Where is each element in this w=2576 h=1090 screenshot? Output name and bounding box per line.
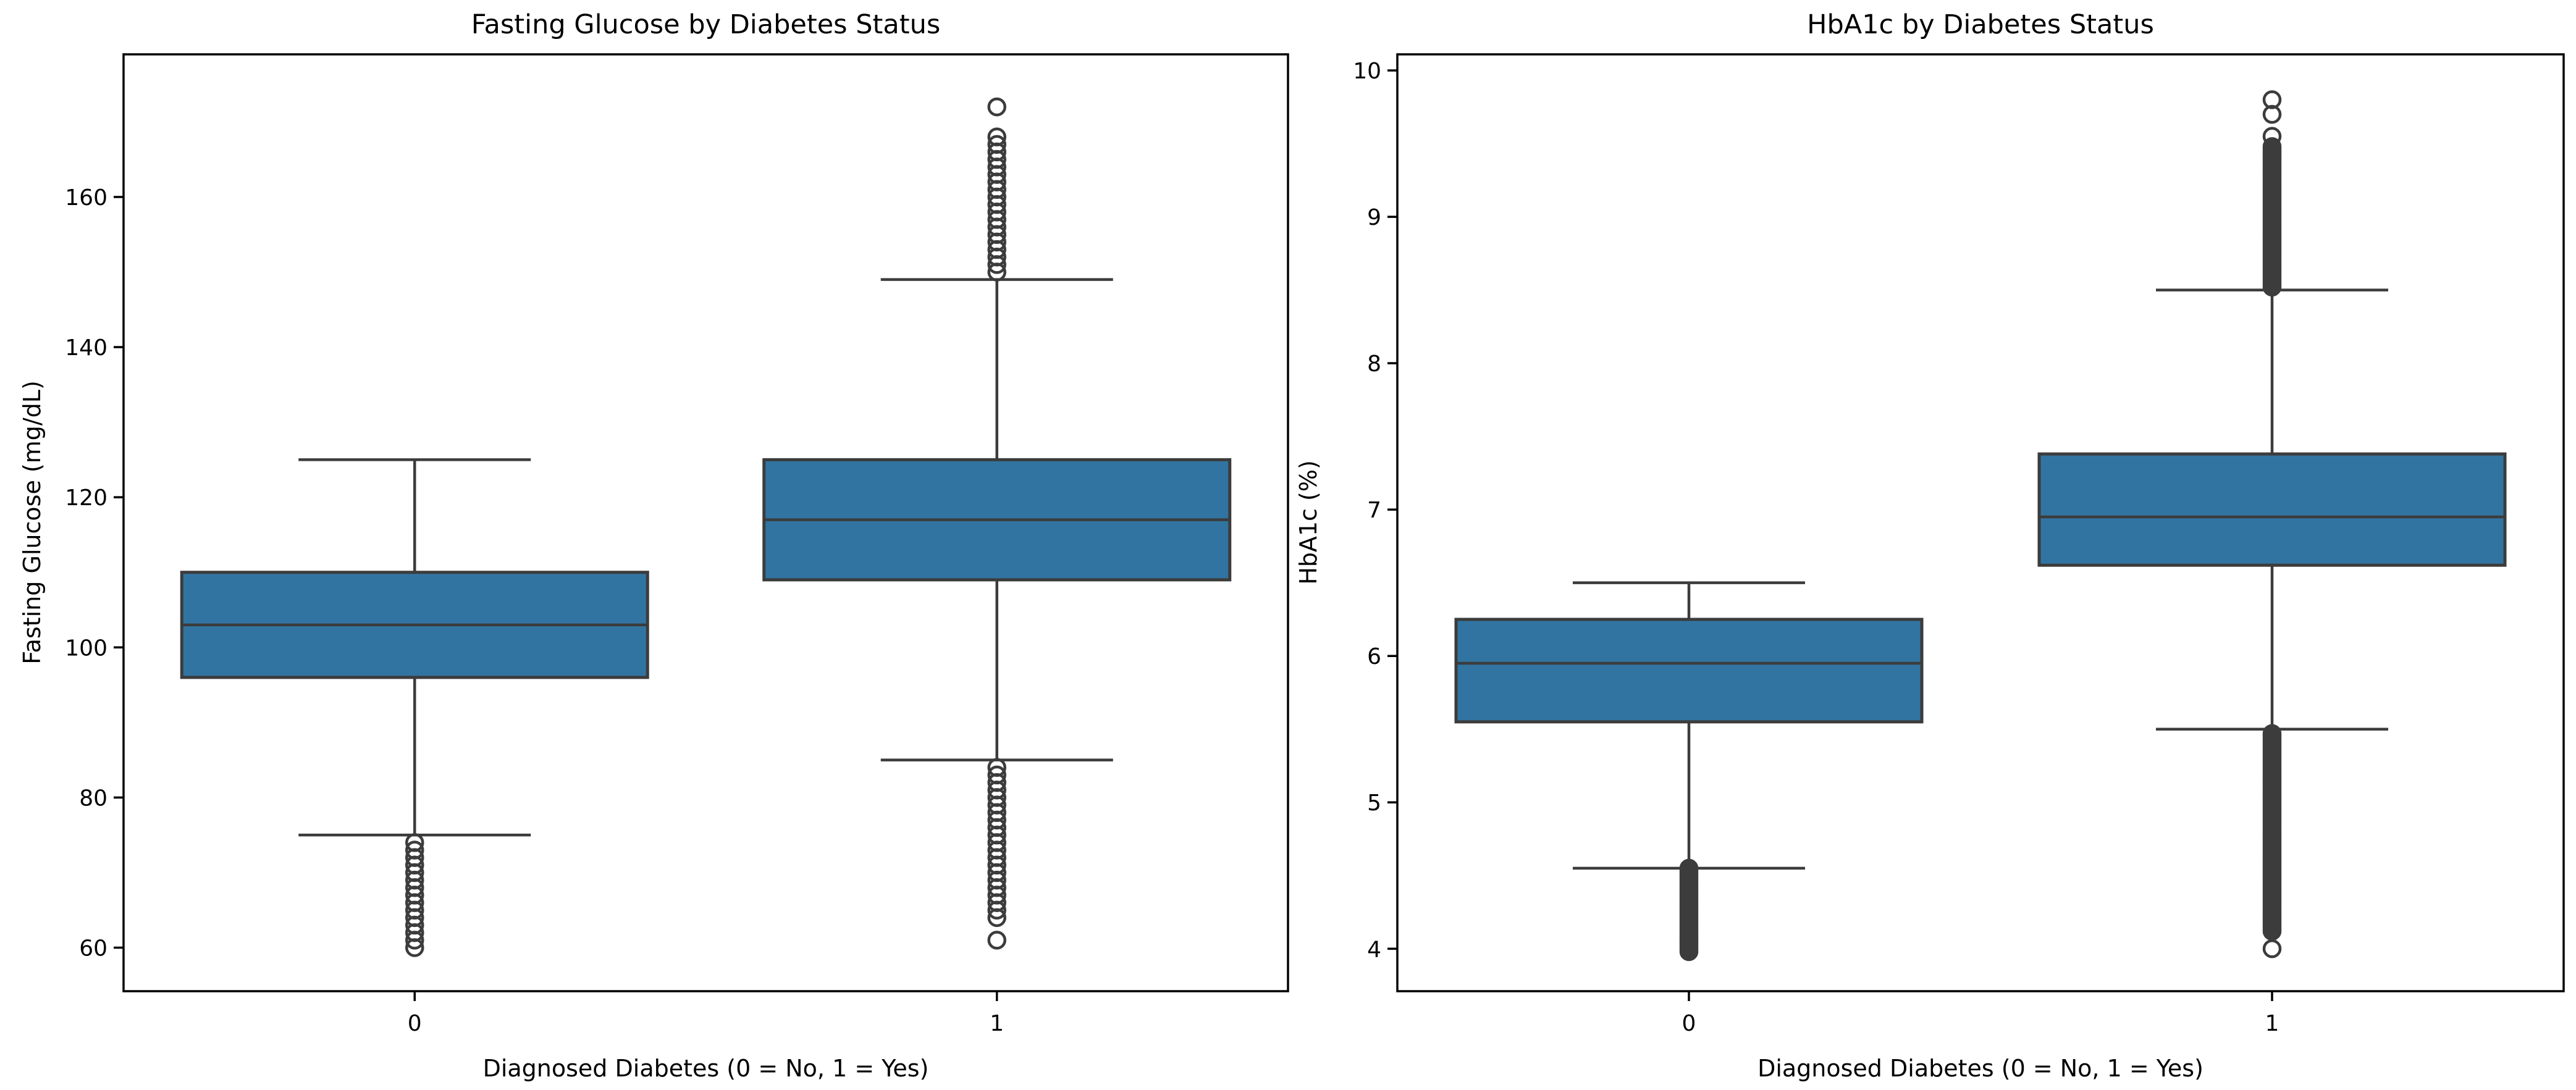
y-tick-label: 60 [79, 936, 107, 961]
outlier-point [987, 931, 1006, 950]
outlier-point [2262, 137, 2282, 156]
left-x-axis-label: Diagnosed Diabetes (0 = No, 1 = Yes) [482, 1055, 929, 1082]
right-x-axis-label: Diagnosed Diabetes (0 = No, 1 = Yes) [1757, 1055, 2203, 1082]
outlier-point [2262, 939, 2282, 958]
right-y-axis-label: HbA1c (%) [1295, 460, 1322, 585]
left-chart-title: Fasting Glucose by Diabetes Status [471, 9, 941, 40]
outlier-point [1679, 858, 1699, 878]
x-tick-label: 1 [2265, 1011, 2279, 1036]
x-tick-label: 1 [990, 1011, 1004, 1036]
outlier-point [987, 758, 1006, 778]
outlier-point [2262, 104, 2282, 124]
y-tick-label: 160 [65, 185, 107, 211]
y-tick-label: 100 [65, 635, 107, 661]
y-tick-label: 10 [1353, 59, 1381, 84]
outlier-point [2262, 90, 2282, 109]
outlier-point [987, 97, 1006, 117]
y-tick-label: 120 [65, 485, 107, 511]
y-tick-label: 5 [1367, 790, 1381, 816]
left-y-axis-label: Fasting Glucose (mg/dL) [19, 380, 46, 664]
y-tick-label: 140 [65, 335, 107, 361]
y-tick-label: 8 [1367, 351, 1381, 377]
outlier-point [987, 135, 1006, 154]
x-tick-label: 0 [408, 1011, 422, 1036]
y-tick-label: 4 [1367, 937, 1381, 962]
iqr-box [1454, 618, 1924, 724]
iqr-box [2037, 452, 2507, 567]
y-tick-label: 6 [1367, 644, 1381, 669]
outlier-point [2262, 724, 2282, 744]
right-chart-title: HbA1c by Diabetes Status [1807, 9, 2154, 40]
outlier-point [987, 127, 1006, 146]
x-tick-label: 0 [1682, 1011, 1696, 1036]
y-tick-label: 80 [79, 786, 107, 811]
axes-frame [122, 53, 1289, 992]
outlier-point [405, 833, 424, 852]
y-tick-label: 7 [1367, 498, 1381, 523]
outlier-point [987, 765, 1006, 785]
y-tick-label: 9 [1367, 205, 1381, 230]
axes-frame [1396, 53, 2565, 992]
outlier-point [405, 841, 424, 860]
